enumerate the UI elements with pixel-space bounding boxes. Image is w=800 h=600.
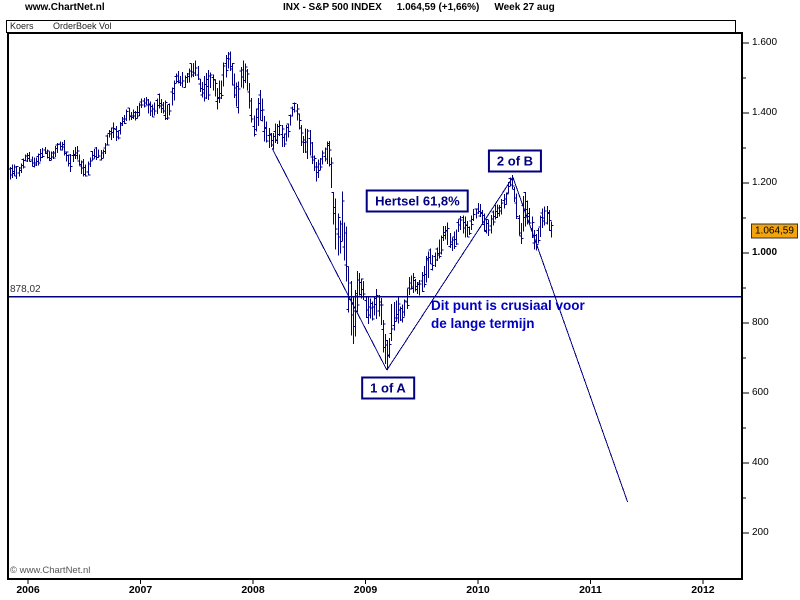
hline-price-label: 878,02 bbox=[10, 283, 41, 295]
x-axis-label: 2012 bbox=[691, 584, 715, 596]
x-axis-label: 2010 bbox=[466, 584, 490, 596]
y-axis-label: 1.600 bbox=[752, 37, 778, 49]
annotation-note: Dit punt is crusiaal voor de lange termi… bbox=[431, 297, 585, 333]
site-brand: www.ChartNet.nl bbox=[25, 2, 105, 13]
annotation-hertsel-618: Hertsel 61,8% bbox=[366, 189, 469, 213]
x-axis-label: 2006 bbox=[16, 584, 40, 596]
y-axis-label: 400 bbox=[752, 457, 769, 469]
period-label: Week 27 aug bbox=[494, 2, 555, 13]
tab-koers[interactable]: Koers bbox=[10, 21, 34, 31]
y-axis-label: 1.200 bbox=[752, 177, 778, 189]
symbol-title: INX - S&P 500 INDEX bbox=[283, 2, 382, 13]
last-price-badge: 1.064,59 bbox=[751, 223, 798, 239]
x-axis-label: 2011 bbox=[579, 584, 602, 596]
y-axis-label: 600 bbox=[752, 387, 769, 399]
x-axis-label: 2007 bbox=[128, 584, 153, 596]
x-axis-label: 2009 bbox=[353, 584, 378, 596]
tab-orderboek-vol[interactable]: OrderBoek Vol bbox=[52, 21, 112, 31]
y-axis-label: 800 bbox=[752, 317, 769, 329]
annotation-note-line1: Dit punt is crusiaal voor bbox=[430, 298, 585, 314]
y-axis-label: 200 bbox=[752, 527, 769, 539]
last-quote: 1.064,59 (+1,66%) bbox=[396, 2, 480, 13]
y-axis-label: 1.000 bbox=[752, 247, 778, 259]
copyright-watermark: © www.ChartNet.nl bbox=[10, 565, 91, 576]
annotation-1-of-a: 1 of A bbox=[361, 376, 415, 400]
y-axis-label: 1.400 bbox=[752, 107, 778, 119]
x-axis-label: 2008 bbox=[241, 584, 265, 596]
annotation-note-line2: de lange termijn bbox=[430, 316, 535, 332]
annotation-2-of-b: 2 of B bbox=[487, 149, 543, 173]
chart-header: INX - S&P 500 INDEX 1.064,59 (+1,66%) Week… bbox=[283, 2, 570, 13]
